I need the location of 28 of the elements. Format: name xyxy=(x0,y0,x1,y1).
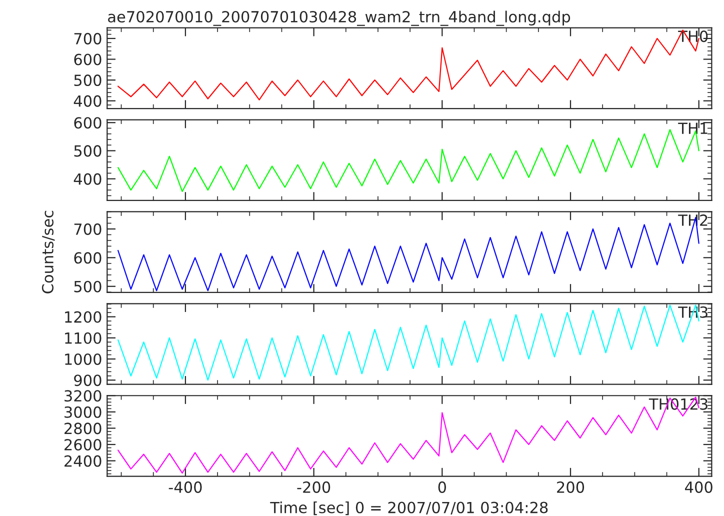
y-tick-label: 500 xyxy=(74,145,102,157)
x-tick-label: 400 xyxy=(685,481,712,493)
x-tick-label: -400 xyxy=(168,481,202,493)
y-tick-label: 2400 xyxy=(64,455,102,467)
y-tick-label: 700 xyxy=(74,32,102,44)
x-tick-label: 0 xyxy=(438,481,446,493)
y-tick-label: 600 xyxy=(74,54,102,66)
y-axis-title: Counts/sec xyxy=(42,210,55,294)
y-tick-label: 1100 xyxy=(65,332,102,344)
y-tick-label: 400 xyxy=(74,173,102,185)
y-tick-label: 700 xyxy=(74,223,102,235)
y-tick-label: 900 xyxy=(74,374,102,386)
y-tick-label: 3000 xyxy=(64,406,102,418)
series-label: TH1 xyxy=(678,122,708,134)
y-tick-label: 1200 xyxy=(65,311,102,323)
y-tick-label: 600 xyxy=(74,252,102,264)
y-tick-label: 3200 xyxy=(64,390,102,402)
x-axis-title: Time [sec] 0 = 2007/07/01 03:04:28 xyxy=(270,501,548,516)
x-tick-label: -200 xyxy=(297,481,330,493)
y-tick-label: 600 xyxy=(74,117,102,129)
y-tick-label: 500 xyxy=(74,74,102,86)
y-tick-label: 2600 xyxy=(64,438,102,451)
y-tick-label: 2800 xyxy=(64,422,102,434)
x-tick-label: 200 xyxy=(557,481,584,493)
y-tick-label: 1000 xyxy=(65,353,102,366)
chart-title: ae702070010_20070701030428_wam2_trn_4band_long.qdp xyxy=(108,10,570,26)
y-tick-label: 500 xyxy=(74,280,102,292)
y-tick-label: 400 xyxy=(74,95,102,107)
